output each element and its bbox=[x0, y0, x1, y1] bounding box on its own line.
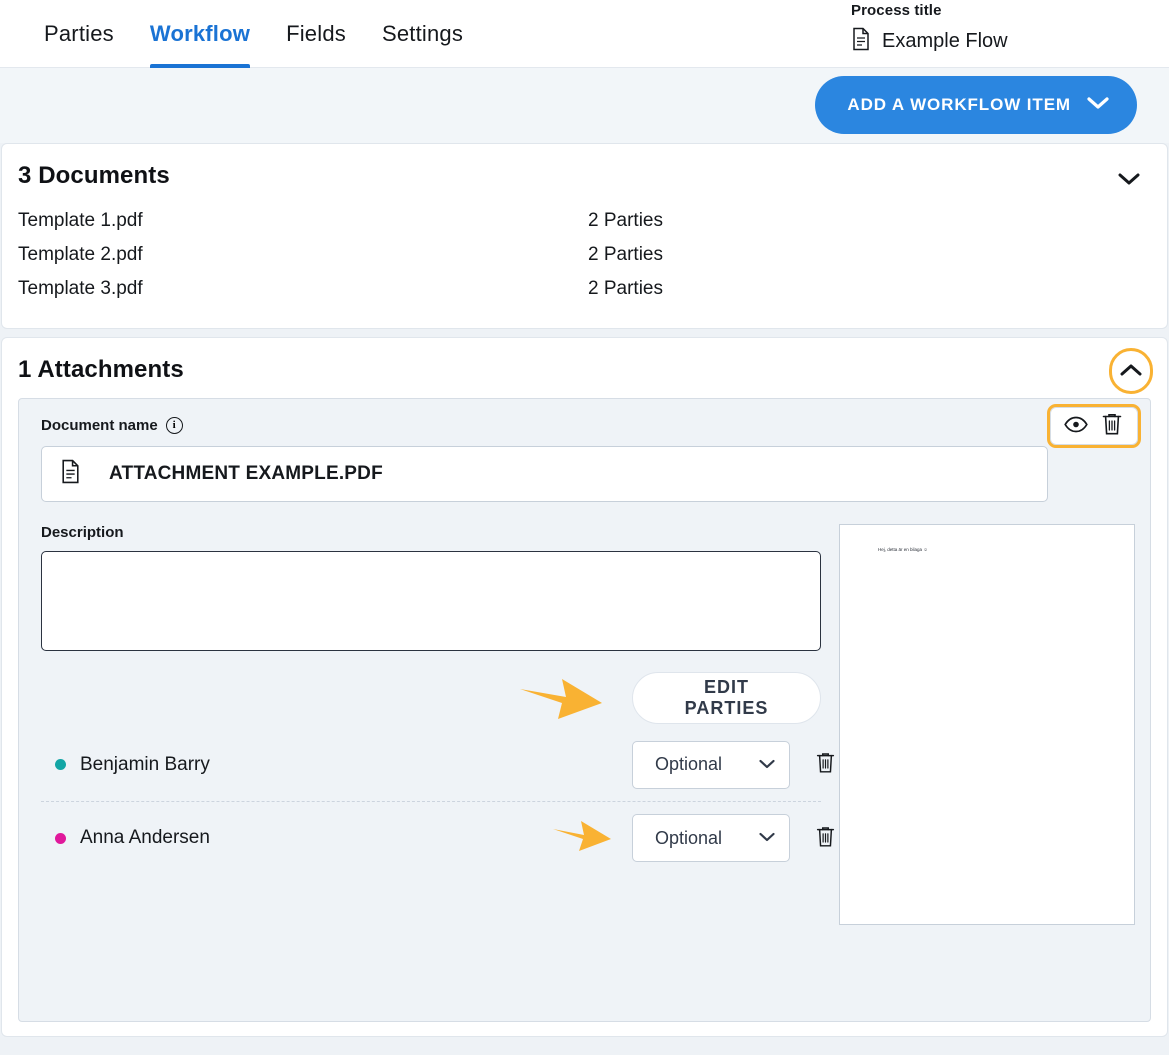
preview-attachment-button[interactable] bbox=[1063, 413, 1089, 439]
edit-parties-button[interactable]: EDIT PARTIES bbox=[632, 672, 821, 724]
attachment-filename: ATTACHMENT EXAMPLE.PDF bbox=[109, 463, 383, 484]
process-name-row: Example Flow bbox=[851, 27, 1008, 56]
top-navigation-bar: Parties Workflow Fields Settings Process… bbox=[0, 0, 1169, 68]
add-workflow-item-label: ADD A WORKFLOW ITEM bbox=[847, 95, 1071, 114]
party-row: Anna Andersen Optional bbox=[41, 801, 834, 874]
process-title-block: Process title Example Flow bbox=[851, 2, 1008, 56]
chevron-down-icon bbox=[759, 829, 775, 847]
party-role-value: Optional bbox=[655, 754, 723, 774]
tab-workflow-label: Workflow bbox=[149, 21, 251, 46]
description-and-preview-row: Description EDIT PARTIES Benjamin Barry … bbox=[41, 524, 1135, 999]
document-row[interactable]: Template 2.pdf 2 Parties bbox=[2, 238, 1167, 272]
tab-fields-label: Fields bbox=[286, 21, 346, 46]
document-name-label: Document name bbox=[41, 417, 158, 434]
tab-fields[interactable]: Fields bbox=[286, 0, 346, 68]
party-color-dot bbox=[55, 832, 66, 844]
chevron-down-icon bbox=[759, 756, 775, 774]
remove-party-button[interactable] bbox=[812, 825, 838, 851]
document-parties-count: 2 Parties bbox=[588, 210, 663, 231]
add-workflow-item-button[interactable]: ADD A WORKFLOW ITEM bbox=[815, 76, 1137, 134]
description-label: Description bbox=[41, 524, 124, 541]
attachment-filename-field[interactable]: ATTACHMENT EXAMPLE.PDF bbox=[41, 446, 1048, 502]
documents-card: 3 Documents Template 1.pdf 2 Parties Tem… bbox=[1, 143, 1168, 329]
preview-column: Hej, detta är en bilaga ☺ VIEW bbox=[839, 524, 1135, 999]
edit-parties-label: EDIT PARTIES bbox=[684, 677, 769, 718]
tab-settings[interactable]: Settings bbox=[382, 0, 463, 68]
chevron-down-icon bbox=[1087, 95, 1109, 115]
party-role-select[interactable]: Optional bbox=[632, 814, 790, 862]
document-parties-count: 2 Parties bbox=[588, 244, 663, 265]
attachment-preview-text: Hej, detta är en bilaga ☺ bbox=[878, 547, 928, 552]
info-icon[interactable]: i bbox=[165, 417, 183, 434]
edit-parties-row: EDIT PARTIES bbox=[41, 672, 821, 728]
document-parties-count: 2 Parties bbox=[588, 278, 663, 299]
document-row[interactable]: Template 3.pdf 2 Parties bbox=[2, 272, 1167, 306]
tab-parties-label: Parties bbox=[44, 21, 114, 46]
process-name: Example Flow bbox=[882, 30, 1008, 52]
attachment-panel: Document name i bbox=[18, 398, 1151, 1022]
attachments-card-collapse-toggle[interactable] bbox=[1109, 348, 1153, 394]
trash-icon bbox=[1102, 413, 1122, 439]
arrow-to-edit-parties bbox=[520, 679, 602, 719]
trash-icon bbox=[816, 826, 835, 851]
document-name: Template 3.pdf bbox=[18, 278, 143, 299]
description-input[interactable] bbox=[41, 551, 821, 651]
document-name: Template 1.pdf bbox=[18, 210, 143, 231]
arrow-to-anna-role-select bbox=[553, 821, 611, 851]
tab-list: Parties Workflow Fields Settings bbox=[0, 0, 463, 68]
document-row[interactable]: Template 1.pdf 2 Parties bbox=[2, 204, 1167, 238]
attachment-preview-thumbnail[interactable]: Hej, detta är en bilaga ☺ bbox=[839, 524, 1135, 925]
description-column: Description EDIT PARTIES Benjamin Barry … bbox=[41, 524, 834, 999]
document-icon bbox=[60, 459, 81, 489]
attachments-card-title: 1 Attachments bbox=[18, 356, 184, 383]
party-role-value: Optional bbox=[655, 827, 723, 848]
document-name: Template 2.pdf bbox=[18, 244, 143, 265]
tab-parties[interactable]: Parties bbox=[44, 0, 114, 68]
remove-party-button[interactable] bbox=[812, 752, 838, 778]
action-bar: ADD A WORKFLOW ITEM bbox=[0, 68, 1169, 143]
chevron-up-icon bbox=[1120, 363, 1142, 380]
party-name: Benjamin Barry bbox=[80, 753, 210, 775]
chevron-down-icon bbox=[1118, 172, 1140, 189]
process-title-label: Process title bbox=[851, 2, 942, 19]
documents-card-title: 3 Documents bbox=[18, 162, 170, 189]
party-color-dot bbox=[55, 759, 66, 770]
party-name: Anna Andersen bbox=[80, 827, 210, 848]
delete-attachment-button[interactable] bbox=[1099, 413, 1125, 439]
trash-icon bbox=[816, 752, 835, 777]
eye-icon bbox=[1064, 416, 1088, 436]
party-role-select[interactable]: Optional bbox=[632, 740, 790, 789]
tab-settings-label: Settings bbox=[381, 21, 464, 46]
party-row: Benjamin Barry Optional bbox=[41, 728, 834, 801]
info-icon-glyph: i bbox=[172, 419, 176, 431]
view-button-row: VIEW bbox=[839, 929, 1135, 999]
attachment-actions-group bbox=[1047, 404, 1141, 448]
attachments-card: 1 Attachments Document name i bbox=[1, 337, 1168, 1037]
document-name-label-row: Document name i bbox=[41, 417, 1128, 434]
documents-card-collapse-toggle[interactable] bbox=[1109, 160, 1149, 200]
tab-workflow[interactable]: Workflow bbox=[149, 0, 251, 68]
document-icon bbox=[851, 27, 871, 56]
